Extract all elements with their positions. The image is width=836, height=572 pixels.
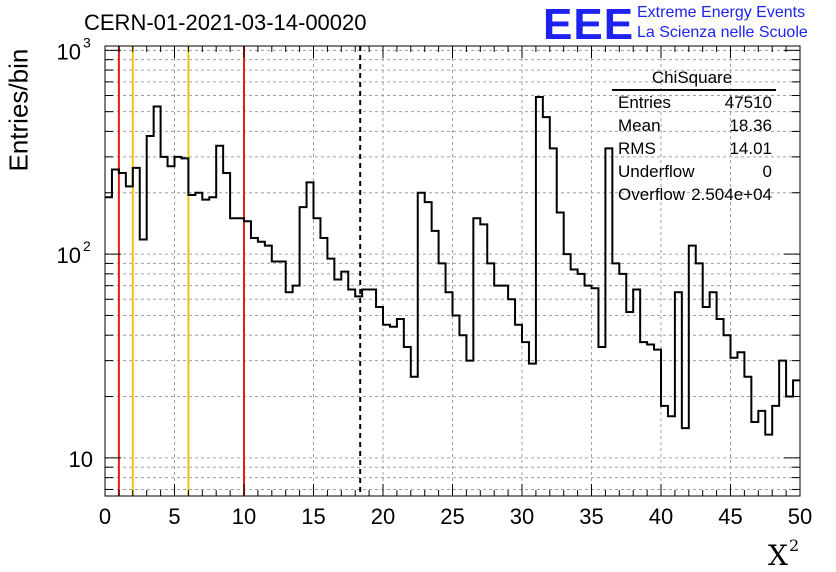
x-tick-label: 45 xyxy=(718,504,742,529)
stats-row-underflow: Underflow 0 xyxy=(618,162,772,184)
stats-row-entries: Entries 47510 xyxy=(618,93,772,115)
chart-title: CERN-01-2021-03-14-00020 xyxy=(84,10,367,35)
stats-label: Entries xyxy=(618,93,671,112)
grid xyxy=(105,46,800,496)
stats-value: 47510 xyxy=(724,93,772,112)
axis-ticks xyxy=(104,46,801,496)
x-axis-label-sup: 2 xyxy=(788,536,800,555)
y-tick-label-exponent: 2 xyxy=(83,238,91,254)
y-tick-label-exponent: 3 xyxy=(83,34,91,50)
stats-label: Underflow xyxy=(618,162,695,181)
stats-divider xyxy=(612,89,776,91)
x-tick-label: 40 xyxy=(649,504,673,529)
x-tick-labels: 0 5 10 15 20 25 30 35 40 45 50 xyxy=(99,504,812,529)
stats-label: Overflow xyxy=(618,185,686,204)
x-tick-label: 15 xyxy=(301,504,325,529)
stats-row-mean: Mean 18.36 xyxy=(618,116,772,138)
x-tick-label: 25 xyxy=(440,504,464,529)
logo-line-1: Extreme Energy Events xyxy=(637,4,806,21)
x-tick-label: 20 xyxy=(371,504,395,529)
x-tick-label: 50 xyxy=(788,504,812,529)
x-tick-label: 0 xyxy=(99,504,111,529)
logo-line-2: La Scienza nelle Scuole xyxy=(637,24,808,41)
marker-lines xyxy=(117,46,362,496)
stats-label: Mean xyxy=(618,116,661,135)
stats-box: ChiSquare Entries 47510 Mean 18.36 RMS 1… xyxy=(608,64,776,206)
logo-mark: EEE xyxy=(543,0,635,49)
stats-value: 0 xyxy=(762,162,772,181)
x-axis-label: X2 xyxy=(768,536,799,572)
x-tick-label: 10 xyxy=(232,504,256,529)
x-tick-label: 5 xyxy=(168,504,180,529)
stats-value: 2.504e+04 xyxy=(691,185,772,204)
stats-row-rms: RMS 14.01 xyxy=(618,139,772,161)
y-axis-label: Entries/bin xyxy=(3,48,34,172)
eee-logo: EEE Extreme Energy Events La Scienza nel… xyxy=(543,0,833,49)
x-tick-label: 30 xyxy=(510,504,534,529)
histogram-series xyxy=(105,96,800,436)
x-axis-label-base: X xyxy=(768,539,788,572)
x-tick-label: 35 xyxy=(579,504,603,529)
stats-row-overflow: Overflow 2.504e+04 xyxy=(618,185,772,207)
y-tick-label: 10 xyxy=(57,39,81,64)
y-tick-label: 10 xyxy=(69,447,93,472)
stats-label: RMS xyxy=(618,139,656,158)
stats-title: ChiSquare xyxy=(651,68,733,87)
y-tick-label: 10 xyxy=(57,243,81,268)
stats-value: 18.36 xyxy=(729,116,772,135)
stats-value: 14.01 xyxy=(729,139,772,158)
